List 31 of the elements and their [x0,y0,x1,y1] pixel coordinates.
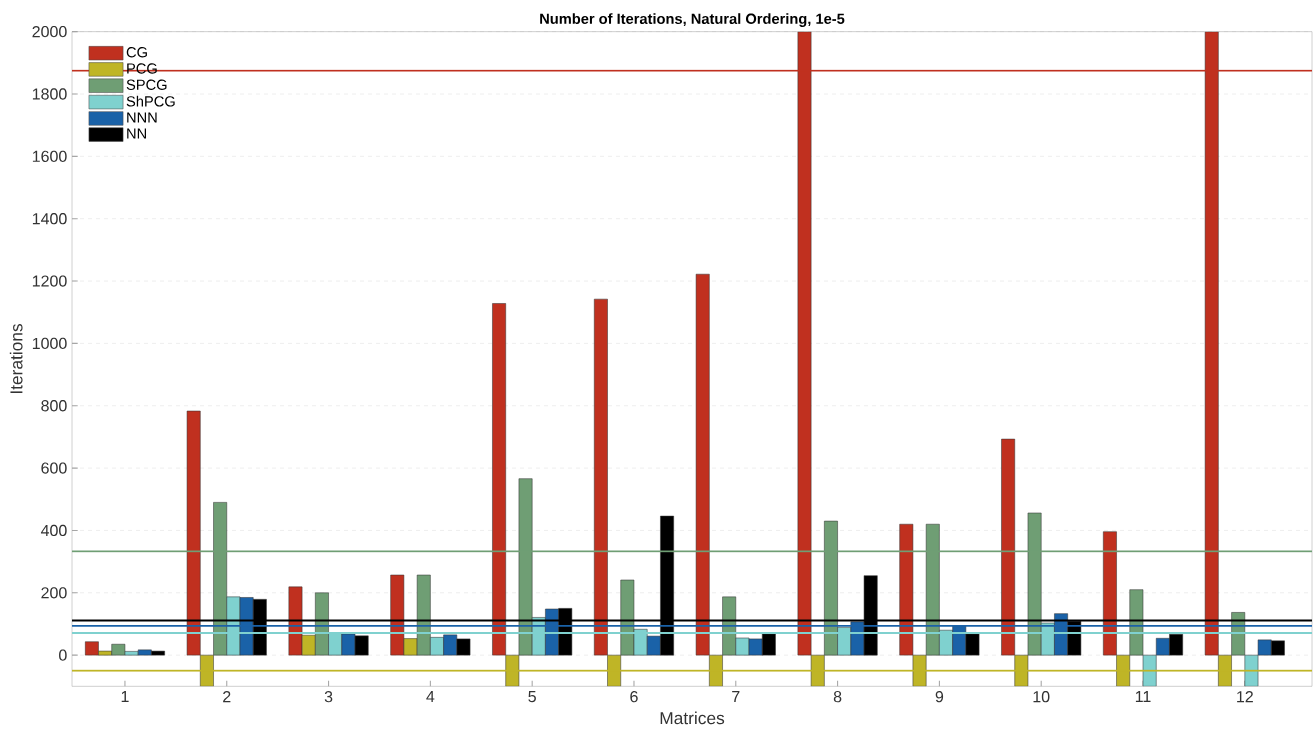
y-axis-title: Iterations [9,323,23,394]
y-tick-label: 1800 [32,88,67,100]
x-tick-label: 10 [1033,691,1050,703]
x-tick-label: 9 [935,691,944,703]
legend-label: ShPCG [126,95,175,107]
x-tick-label: 2 [223,691,231,703]
y-tick-label: 800 [41,400,67,412]
y-tick-label: 0 [59,649,67,661]
x-tick-label: 4 [426,691,435,703]
y-tick-label: 1000 [32,337,67,350]
x-tick-label: 1 [121,691,129,703]
chart-title: Number of Iterations, Natural Ordering, 1e-5 [540,13,845,27]
x-tick-label: 8 [833,691,842,703]
y-tick-label: 1600 [32,150,67,163]
y-tick-label: 600 [41,462,67,474]
x-tick-label: 5 [528,691,536,703]
x-tick-label: 11 [1135,691,1151,703]
y-tick-label: 2000 [32,26,67,38]
y-tick-label: 200 [41,587,67,599]
legend-label: SPCG [126,79,167,90]
y-tick-label: 400 [40,524,67,537]
y-tick-label: 1200 [32,275,67,287]
x-tick-label: 6 [630,691,638,703]
x-tick-label: 3 [324,691,333,703]
y-tick-label: 1400 [32,213,67,225]
x-tick-label: 12 [1237,691,1253,703]
x-tick-label: 7 [732,691,740,703]
legend-label: NN [127,128,146,139]
x-axis-title: Matrices [660,711,725,725]
legend-label: NNN [127,112,157,123]
legend-label: CG [126,47,147,58]
